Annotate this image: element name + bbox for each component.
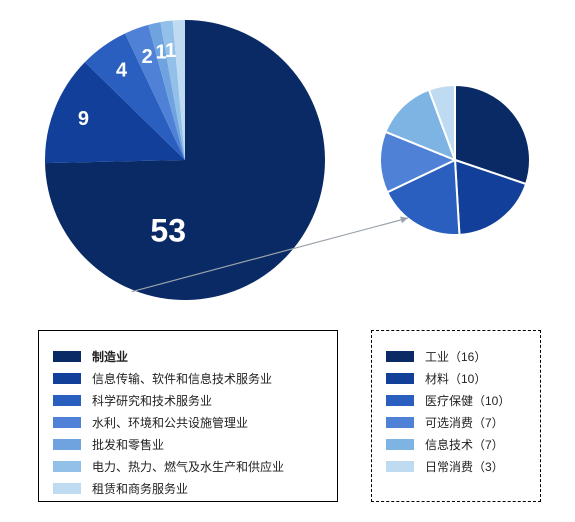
chart-root: 5394211 制造业信息传输、软件和信息技术服务业科学研究和技术服务业水利、环…	[0, 0, 575, 522]
legend-main-row: 批发和零售业	[53, 436, 323, 453]
legend-main-label: 制造业	[92, 348, 128, 365]
legend-sub-row: 医疗保健（10）	[386, 392, 526, 409]
legend-main-swatch	[53, 351, 81, 362]
legend-main-label: 水利、环境和公共设施管理业	[92, 414, 248, 431]
legend-main-swatch	[53, 417, 81, 428]
legend-sub-row: 信息技术（7）	[386, 436, 526, 453]
main-pie-value-label: 53	[150, 212, 186, 248]
main-pie-value-label: 4	[116, 59, 128, 81]
legend-sub-swatch	[386, 395, 414, 406]
main-pie	[45, 20, 325, 300]
legend-main-label: 电力、热力、燃气及水生产和供应业	[92, 458, 284, 475]
main-pie-value-label: 1	[165, 40, 176, 62]
legend-main-label: 批发和零售业	[92, 436, 164, 453]
legend-main-label: 租赁和商务服务业	[92, 480, 188, 497]
legend-sub-swatch	[386, 439, 414, 450]
legend-main-box: 制造业信息传输、软件和信息技术服务业科学研究和技术服务业水利、环境和公共设施管理…	[38, 330, 338, 502]
legend-main-row: 信息传输、软件和信息技术服务业	[53, 370, 323, 387]
legend-sub-label: 医疗保健（10）	[425, 392, 510, 409]
legend-sub-label: 材料（10）	[425, 370, 486, 387]
legend-sub-row: 日常消费（3）	[386, 458, 526, 475]
sub-pie	[380, 85, 530, 235]
legend-main-swatch	[53, 461, 81, 472]
legend-main-row: 电力、热力、燃气及水生产和供应业	[53, 458, 323, 475]
legend-main-row: 制造业	[53, 348, 323, 365]
legend-sub-box: 工业（16） 材料（10） 医疗保健（10） 可选消费（7） 信息技术（7） 日常消费（3…	[371, 330, 541, 502]
legend-sub-label: 可选消费（7）	[425, 414, 504, 431]
legend-sub-swatch	[386, 373, 414, 384]
main-pie-value-label: 2	[142, 46, 153, 68]
legend-sub-label: 工业（16）	[425, 348, 486, 365]
legend-sub-row: 材料（10）	[386, 370, 526, 387]
legend-main-label: 信息传输、软件和信息技术服务业	[92, 370, 272, 387]
legend-main-row: 租赁和商务服务业	[53, 480, 323, 497]
legend-sub-swatch	[386, 461, 414, 472]
main-pie-value-label: 9	[78, 108, 89, 130]
legend-main-swatch	[53, 439, 81, 450]
legend-sub-row: 工业（16）	[386, 348, 526, 365]
legend-main-row: 水利、环境和公共设施管理业	[53, 414, 323, 431]
legend-main-label: 科学研究和技术服务业	[92, 392, 212, 409]
legend-sub-label: 信息技术（7）	[425, 436, 504, 453]
legend-main-swatch	[53, 395, 81, 406]
legend-main-row: 科学研究和技术服务业	[53, 392, 323, 409]
legend-main-swatch	[53, 483, 81, 494]
legend-sub-swatch	[386, 351, 414, 362]
legend-sub-label: 日常消费（3）	[425, 458, 504, 475]
legend-sub-swatch	[386, 417, 414, 428]
legend-sub-row: 可选消费（7）	[386, 414, 526, 431]
legend-main-swatch	[53, 373, 81, 384]
